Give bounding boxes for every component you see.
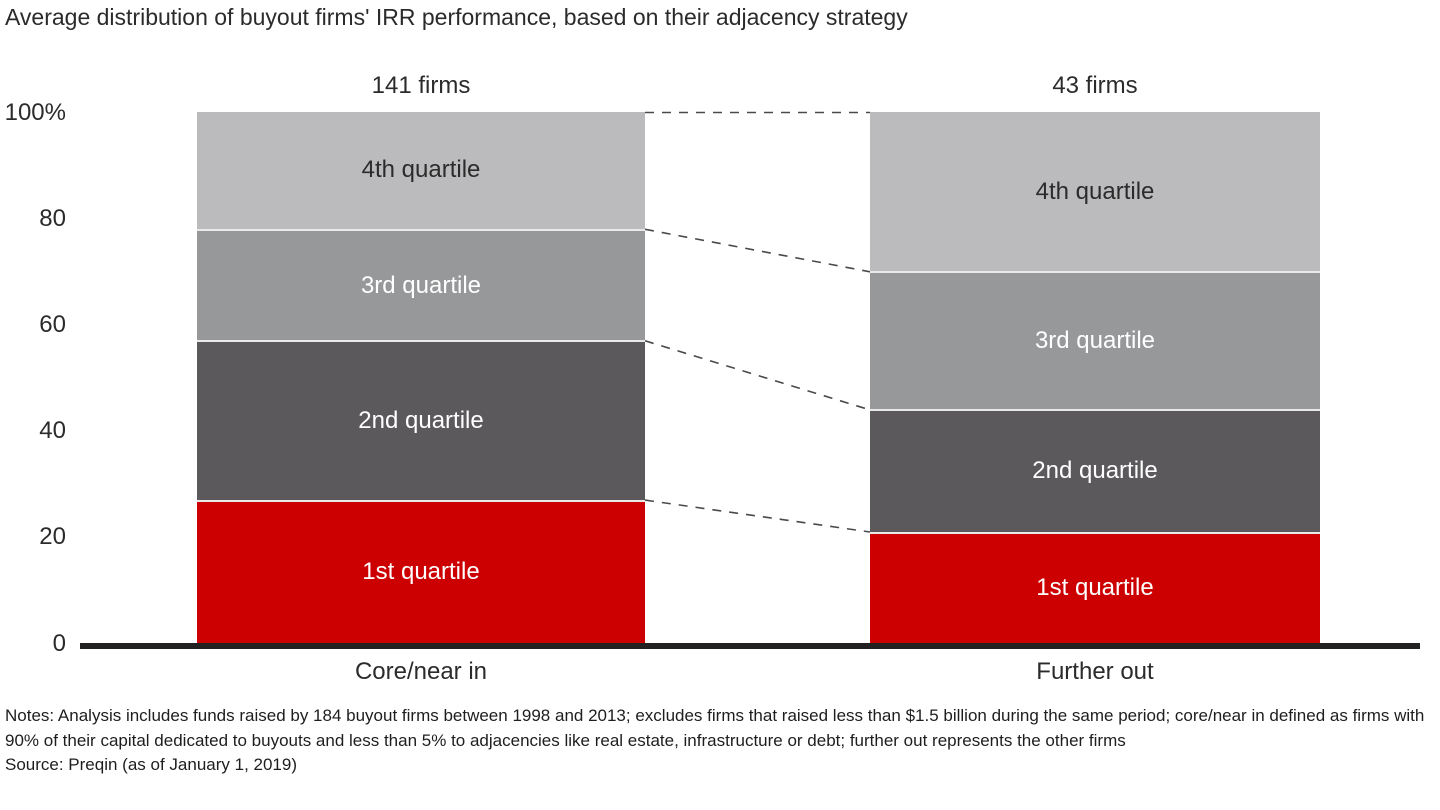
bar-further-out: 1st quartile 2nd quartile 3rd quartile 4th … xyxy=(870,112,1320,643)
segment-label: 2nd quartile xyxy=(1032,457,1158,485)
segment-label: 1st quartile xyxy=(362,558,480,586)
category-label-further: Further out xyxy=(1036,658,1154,685)
chart-title: Average distribution of buyout firms' IR… xyxy=(5,4,908,30)
x-axis-line xyxy=(80,643,1420,649)
segment-3rd-quartile: 3rd quartile xyxy=(197,228,645,341)
segment-label: 4th quartile xyxy=(361,156,481,184)
segment-4th-quartile: 4th quartile xyxy=(870,112,1320,272)
footnote-block: Notes: Analysis includes funds raised by… xyxy=(5,704,1437,778)
connector-line xyxy=(644,499,871,533)
notes-text: Notes: Analysis includes funds raised by… xyxy=(5,706,1425,750)
y-axis: 100% 80 60 40 20 0 xyxy=(0,0,66,700)
segment-3rd-quartile: 3rd quartile xyxy=(870,271,1320,410)
segment-4th-quartile: 4th quartile xyxy=(197,112,645,229)
category-label-core: Core/near in xyxy=(354,658,488,685)
bar-count-label-further: 43 firms xyxy=(1052,72,1138,99)
y-tick-label: 40 xyxy=(39,417,66,445)
connector-line xyxy=(644,228,871,273)
y-tick-label: 100% xyxy=(4,98,66,126)
segment-label: 4th quartile xyxy=(1035,177,1155,205)
y-tick-label: 20 xyxy=(39,523,66,551)
bar-count-label-core: 141 firms xyxy=(371,72,471,99)
y-tick-label: 80 xyxy=(39,204,66,232)
y-tick-label: 60 xyxy=(39,310,66,338)
segment-label: 3rd quartile xyxy=(1034,327,1156,355)
connector-svg xyxy=(644,111,871,533)
segment-label: 3rd quartile xyxy=(360,271,482,299)
y-tick-label: 0 xyxy=(52,629,66,657)
segment-2nd-quartile: 2nd quartile xyxy=(870,409,1320,532)
segment-label: 2nd quartile xyxy=(358,406,484,434)
segment-2nd-quartile: 2nd quartile xyxy=(197,340,645,500)
segment-1st-quartile: 1st quartile xyxy=(870,531,1320,643)
segment-1st-quartile: 1st quartile xyxy=(197,499,645,643)
connector-line xyxy=(644,340,871,411)
segment-label: 1st quartile xyxy=(1036,574,1154,602)
connector-lines xyxy=(644,100,871,560)
source-text: Source: Preqin (as of January 1, 2019) xyxy=(5,755,297,774)
bar-core-near-in: 1st quartile 2nd quartile 3rd quartile 4th … xyxy=(197,112,645,643)
